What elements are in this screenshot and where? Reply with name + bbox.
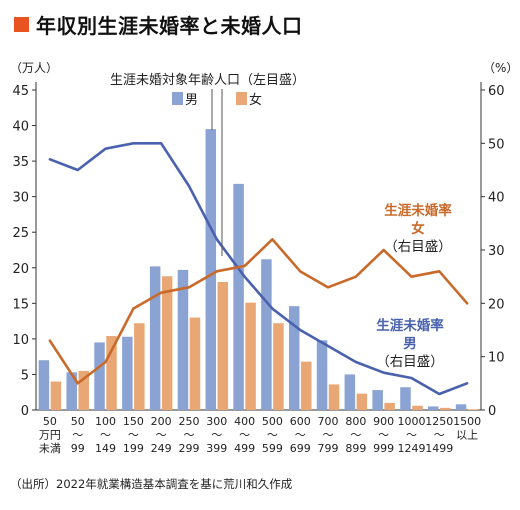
bar-male (456, 404, 467, 410)
male-line-label: 生涯未婚率 (376, 317, 444, 334)
x-tick-label: 900 〜 999 (373, 415, 394, 455)
left-tick-label: 30 (12, 191, 29, 206)
right-tick-label: 10 (488, 351, 505, 366)
right-axis: 0 10 20 30 40 50 60 （%） (481, 61, 518, 419)
bar-female (468, 409, 479, 410)
x-tick-label: 1500 以上 (453, 415, 481, 442)
x-tick-label: 1250 〜 1499 (425, 415, 453, 455)
bar-female (134, 323, 145, 410)
bar-male (317, 340, 328, 410)
x-tick-label: 200 〜 249 (151, 415, 172, 455)
bar-female (440, 408, 451, 410)
bar-male (122, 337, 133, 410)
right-tick-label: 20 (488, 297, 505, 312)
bar-male (400, 387, 411, 410)
legend-label-male: 男 (185, 93, 198, 108)
bar-female (51, 382, 62, 410)
male-line-label: （右目盛） (376, 354, 444, 370)
female-line-label: （右目盛） (384, 239, 452, 255)
bar-female (301, 362, 312, 410)
legend-swatch-male (172, 92, 183, 105)
left-axis-unit: （万人） (10, 61, 58, 75)
x-tick-label: 1000 〜 1249 (397, 415, 425, 455)
bar-female (273, 323, 284, 410)
x-tick-label: 300 〜 399 (206, 415, 227, 455)
left-tick-label: 0 (21, 404, 29, 419)
x-tick-label: 800 〜 899 (345, 415, 366, 455)
source-note: （出所）2022年就業構造基本調査を基に荒川和久作成 (10, 476, 292, 492)
right-tick-label: 30 (488, 244, 505, 259)
right-tick-label: 40 (488, 191, 505, 206)
x-tick-label: 400 〜 499 (234, 415, 255, 455)
female-line-label: 生涯未婚率 (384, 202, 452, 219)
x-tick-label: 100 〜 149 (95, 415, 116, 455)
x-tick-label: 700 〜 799 (318, 415, 339, 455)
legend-swatch-female (236, 92, 247, 105)
bar-female (412, 406, 423, 410)
bar-male (178, 270, 189, 410)
left-tick-label: 15 (12, 297, 29, 312)
bar-female (218, 282, 229, 410)
bar-male (150, 266, 161, 410)
bar-male (206, 129, 217, 410)
x-axis-labels: 50 万円未満 50 〜 99 100 〜 149 150 〜 199 200 〜 249 250 〜 299 3… (39, 415, 481, 455)
left-tick-label: 25 (12, 226, 29, 241)
bar-female (357, 394, 368, 410)
bar-male (372, 390, 383, 410)
left-tick-label: 20 (12, 262, 29, 277)
bar-male (261, 259, 272, 410)
bar-male (345, 374, 356, 410)
bar-male (428, 406, 439, 410)
right-tick-label: 60 (488, 84, 505, 99)
bar-male (233, 184, 244, 410)
bar-male (39, 360, 50, 410)
bar-legend-title: 生涯未婚対象年齢人口（左目盛） (110, 73, 305, 88)
left-tick-label: 35 (12, 155, 29, 170)
bar-male (94, 342, 105, 410)
left-tick-label: 45 (12, 84, 29, 99)
bar-female (106, 336, 117, 410)
left-tick-label: 40 (12, 120, 29, 135)
right-tick-label: 0 (488, 404, 496, 419)
x-tick-label: 50 万円未満 (39, 415, 61, 455)
x-tick-label: 150 〜 199 (123, 415, 144, 455)
male-line-label: 男 (403, 336, 417, 352)
legend-label-female: 女 (249, 92, 262, 108)
bar-female (329, 384, 340, 410)
x-tick-label: 600 〜 699 (290, 415, 311, 455)
x-tick-label: 500 〜 599 (262, 415, 283, 455)
bar-female (162, 276, 173, 410)
right-axis-unit: （%） (483, 61, 518, 75)
bar-female (384, 403, 395, 410)
left-tick-label: 10 (12, 333, 29, 348)
x-tick-label: 250 〜 299 (178, 415, 199, 455)
right-tick-label: 50 (488, 137, 505, 152)
female-line-label: 女 (411, 220, 425, 237)
x-tick-label: 50 〜 99 (71, 415, 85, 455)
bar-female (245, 303, 256, 410)
bar-female (190, 318, 201, 410)
left-tick-label: 5 (21, 368, 29, 383)
